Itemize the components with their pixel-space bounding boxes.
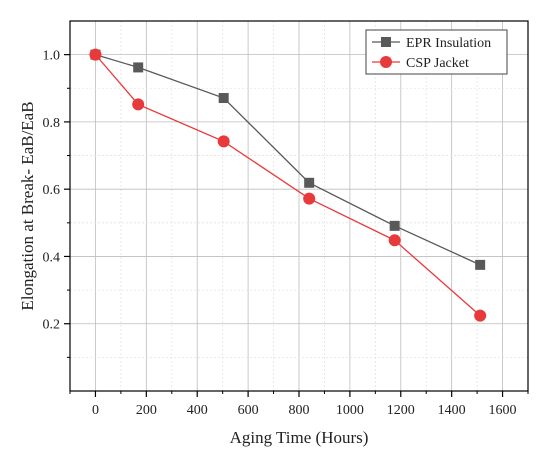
x-tick-label: 1200 — [387, 403, 415, 418]
data-point-square — [133, 62, 144, 73]
series-line — [95, 54, 481, 266]
y-tick-label: 0.8 — [43, 116, 61, 131]
data-point-circle — [89, 48, 102, 61]
legend-entry: CSP Jacket — [372, 56, 469, 71]
legend-marker-circle — [380, 56, 392, 68]
x-axis-tick-labels: 0 200 400 600 800 1000 1200 1400 1600 — [92, 403, 517, 418]
legend: EPR Insulation CSP Jacket — [365, 29, 508, 75]
series-2 — [89, 48, 487, 322]
data-point-circle — [217, 135, 230, 148]
x-tick-label: 600 — [238, 403, 259, 418]
x-tick-label: 1400 — [438, 403, 466, 418]
data-point-circle — [132, 98, 145, 111]
y-tick-label: 0.6 — [43, 183, 61, 198]
y-axis-title: Elongation at Break- EaB/EaB — [18, 101, 37, 310]
data-point-square — [218, 93, 229, 104]
y-axis-tick-labels: 0.2 0.4 0.6 0.8 1.0 — [43, 49, 61, 333]
x-tick-label: 1000 — [336, 403, 364, 418]
legend-label: CSP Jacket — [406, 56, 469, 71]
legend-label: EPR Insulation — [406, 36, 491, 51]
grid — [70, 21, 528, 391]
x-tick-label: 0 — [92, 403, 99, 418]
legend-entry: EPR Insulation — [372, 36, 491, 51]
x-axis-title: Aging Time (Hours) — [230, 428, 369, 447]
series-group — [89, 48, 487, 322]
data-point-circle — [474, 309, 487, 322]
data-point-circle — [303, 192, 316, 205]
y-tick-label: 0.2 — [43, 318, 61, 333]
x-tick-label: 400 — [187, 403, 208, 418]
y-tick-label: 0.4 — [43, 250, 61, 265]
x-tick-label: 800 — [289, 403, 310, 418]
legend-marker-square — [381, 37, 391, 47]
x-tick-label: 200 — [136, 403, 157, 418]
data-point-square — [304, 177, 315, 188]
axis-ticks — [64, 54, 529, 397]
y-tick-label: 1.0 — [43, 49, 61, 64]
data-point-square — [475, 259, 486, 270]
data-point-square — [389, 220, 400, 231]
x-tick-label: 1600 — [489, 403, 517, 418]
data-point-circle — [388, 234, 401, 247]
series-line — [94, 54, 481, 317]
